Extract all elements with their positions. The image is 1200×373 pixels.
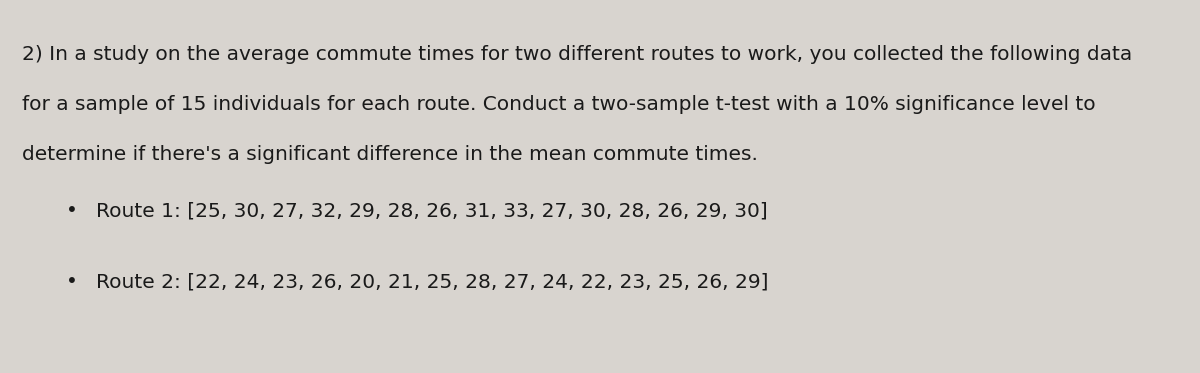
Text: •: • (66, 272, 78, 291)
Text: Route 1: [25, 30, 27, 32, 29, 28, 26, 31, 33, 27, 30, 28, 26, 29, 30]: Route 1: [25, 30, 27, 32, 29, 28, 26, 31… (96, 201, 768, 220)
Text: Route 2: [22, 24, 23, 26, 20, 21, 25, 28, 27, 24, 22, 23, 25, 26, 29]: Route 2: [22, 24, 23, 26, 20, 21, 25, 28… (96, 272, 768, 291)
Text: •: • (66, 201, 78, 220)
Text: 2) In a study on the average commute times for two different routes to work, you: 2) In a study on the average commute tim… (22, 45, 1132, 64)
Text: for a sample of 15 individuals for each route. Conduct a two-sample t-test with : for a sample of 15 individuals for each … (22, 95, 1096, 114)
Text: determine if there's a significant difference in the mean commute times.: determine if there's a significant diffe… (22, 145, 757, 164)
